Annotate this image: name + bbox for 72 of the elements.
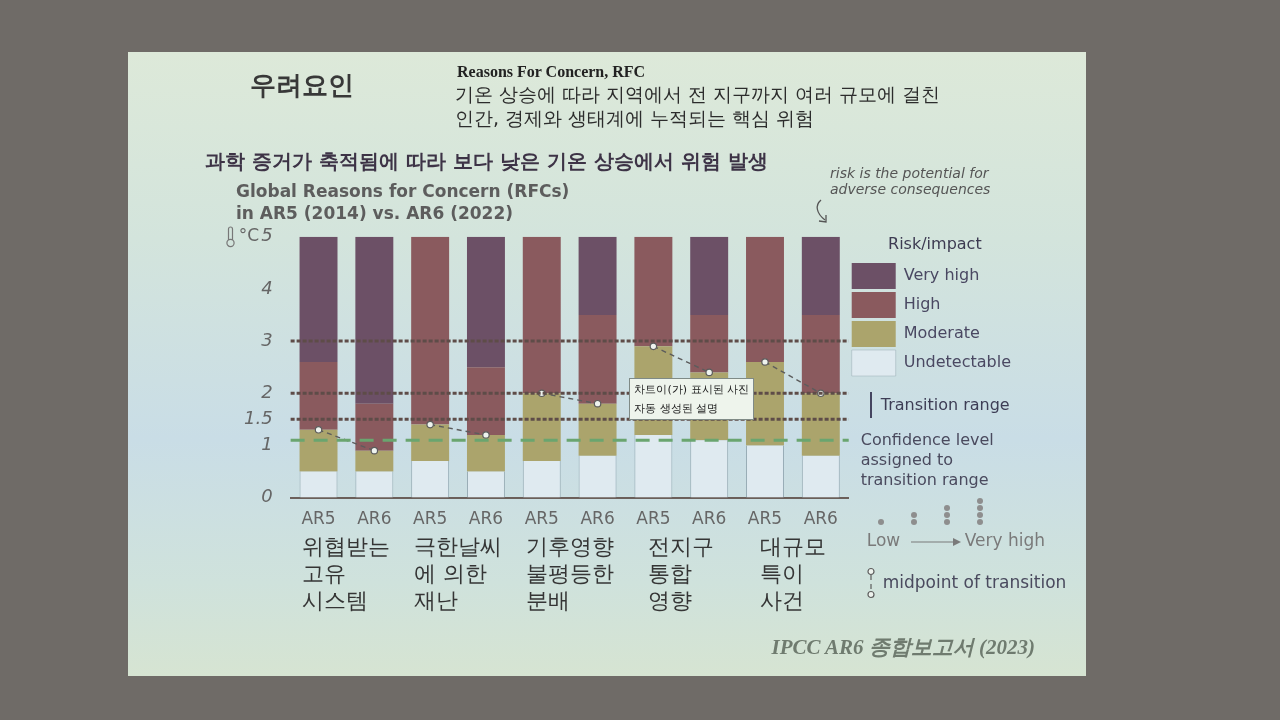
x-tick-label: AR6 — [357, 508, 392, 529]
bar — [466, 435, 505, 472]
bar — [634, 236, 673, 347]
point — [482, 431, 490, 439]
x-tick-label: AR6 — [803, 508, 838, 529]
x-tick-label: AR6 — [468, 508, 504, 529]
text: Confidence level assigned to transition range — [860, 430, 994, 490]
chart-title: Global Reasons for Concern (RFCs) — [236, 180, 570, 201]
x-tick-label: AR5 — [524, 508, 559, 529]
legend-label: High — [903, 294, 941, 314]
point — [593, 399, 602, 408]
text: 우려요인 — [250, 69, 354, 102]
x-tick-label: AR6 — [580, 508, 615, 529]
bar — [522, 236, 561, 394]
point — [705, 368, 713, 377]
bar — [299, 361, 338, 430]
bar — [466, 236, 505, 368]
y-tick-label: 3 — [261, 328, 273, 350]
bar — [578, 236, 617, 316]
legend-label: Very high — [903, 265, 980, 285]
bar — [355, 236, 394, 404]
bar — [690, 315, 729, 373]
bar — [801, 393, 840, 456]
bar — [411, 424, 450, 462]
y-tick-label: 1.5 — [243, 407, 273, 429]
bar — [411, 236, 450, 425]
bar — [578, 403, 617, 456]
text: Low — [866, 530, 901, 550]
bar — [355, 450, 394, 472]
y-tick-label: 0 — [261, 485, 273, 507]
y-axis-title: °C — [238, 225, 260, 246]
x-tick-label: AR5 — [747, 508, 783, 529]
bar — [746, 236, 784, 362]
point — [426, 420, 434, 429]
text: 극한날씨 에 의한 재난 — [414, 534, 503, 614]
text: 기후영향 불평등한 분배 — [525, 534, 614, 614]
bar — [578, 315, 617, 404]
bar — [466, 367, 505, 436]
y-tick-label: 4 — [261, 276, 273, 298]
text: 과학 증거가 축적됨에 따라 보다 낮은 기온 상승에서 위험 발생 — [205, 148, 768, 175]
point — [761, 358, 769, 366]
text: Reasons For Concern, RFC — [457, 63, 646, 81]
x-tick-label: AR5 — [413, 508, 448, 529]
bar — [299, 236, 338, 362]
legend-label: Undetectable — [903, 352, 1012, 372]
bar — [690, 236, 729, 316]
text: risk is the potential for adverse consequences — [830, 165, 991, 197]
y-tick-label: 2 — [261, 380, 273, 402]
y-tick-label: 1 — [261, 433, 273, 455]
point — [370, 446, 379, 455]
text: 기온 상승에 따라 지역에서 전 지구까지 여러 규모에 걸친 인간, 경제와 생태계에 누적되는 핵심 위험 — [455, 82, 941, 130]
text: Transition range — [880, 395, 1010, 414]
legend-label: Moderate — [903, 323, 980, 343]
x-tick-label: AR5 — [636, 508, 671, 529]
point — [314, 425, 323, 434]
legend-label: midpoint of transition — [882, 572, 1067, 592]
text: 전지구 통합 영향 — [648, 534, 715, 614]
x-tick-label: AR5 — [301, 508, 336, 529]
y-tick-label: 5 — [261, 224, 273, 246]
bar — [801, 315, 840, 394]
bar — [801, 236, 840, 316]
annotation: 차트이(가) 표시된 사진 자동 생성된 설명 — [629, 377, 755, 420]
point — [649, 342, 658, 351]
text: 대규모 특이 사건 — [759, 534, 826, 614]
bar — [299, 429, 338, 472]
legend-title: Risk/impact — [888, 233, 982, 253]
text: IPCC AR6 종합보고서 (2023) — [771, 634, 1035, 661]
chart-subtitle: in AR5 (2014) vs. AR6 (2022) — [236, 203, 514, 224]
bar — [522, 393, 561, 462]
x-tick-label: AR6 — [692, 508, 727, 529]
text: Very high — [964, 530, 1045, 550]
text: 위협받는 고유 시스템 — [302, 534, 391, 614]
